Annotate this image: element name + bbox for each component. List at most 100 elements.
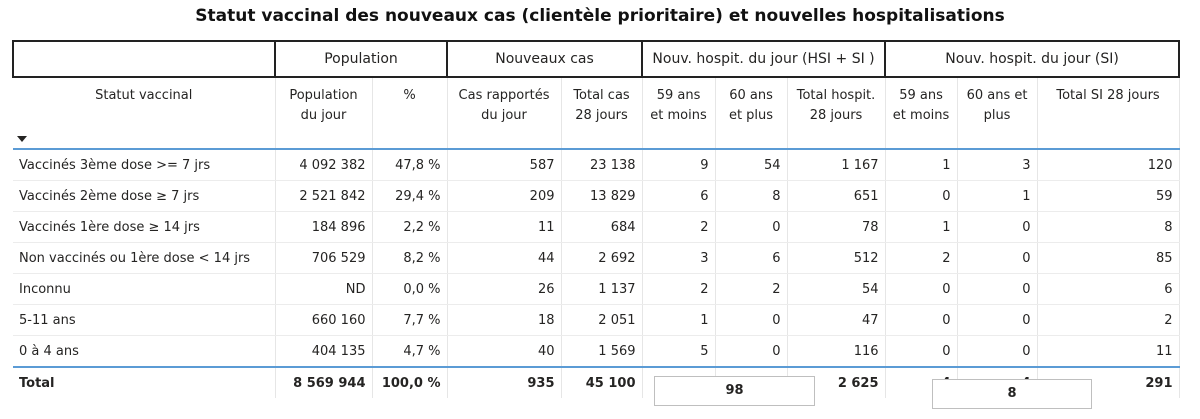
column-header-total-si[interactable]: Total SI 28 jours [1037,77,1180,150]
table-cell: 29,4 % [372,180,448,212]
report-title: Statut vaccinal des nouveaux cas (client… [195,6,1005,26]
table-cell: 404 135 [275,335,373,368]
group-header-population: Population [274,40,448,78]
table-cell: 2 [642,211,716,243]
table-cell: 6 [1037,273,1180,305]
table-cell: 1 167 [787,149,886,181]
table-cell: 78 [787,211,886,243]
table-cell: 4 092 382 [275,149,373,181]
table-cell: 0 [715,211,788,243]
column-header-statut[interactable]: Statut vaccinal [13,77,276,150]
table-cell: 8 [1037,211,1180,243]
table-cell: 2 051 [561,304,643,336]
total-cell: 935 [447,366,562,398]
table-cell: 18 [447,304,562,336]
table-cell: 0 [715,335,788,368]
table-cell: 0 [957,242,1038,274]
table-cell: 706 529 [275,242,373,274]
table-cell: 40 [447,335,562,368]
table-cell: 26 [447,273,562,305]
table-cell: 2 692 [561,242,643,274]
table-cell: 4,7 % [372,335,448,368]
column-header-hsi-60[interactable]: 60 ans et plus [715,77,788,150]
table-cell: 2 521 842 [275,180,373,212]
table-cell: 9 [642,149,716,181]
row-label: Vaccinés 3ème dose >= 7 jrs [13,149,276,181]
row-label: Vaccinés 1ère dose ≥ 14 jrs [13,211,276,243]
table-cell: 11 [1037,335,1180,368]
table-cell: 47,8 % [372,149,448,181]
table-cell: 3 [642,242,716,274]
table-cell: 0 [885,335,958,368]
group-header-nouveaux-cas: Nouveaux cas [445,40,644,78]
table-cell: 2 [1037,304,1180,336]
table-cell: 6 [715,242,788,274]
table-row: 5-11 ans 660 160 7,7 % 18 2 051 1 0 47 0 0 2 [13,304,1180,336]
table-cell: 120 [1037,149,1180,181]
table-cell: 1 [642,304,716,336]
group-header-row: Population Nouveaux cas Nouv. hospit. du… [12,40,1181,78]
row-label: Non vaccinés ou 1ère dose < 14 jrs [13,242,276,274]
table-row: Vaccinés 2ème dose ≥ 7 jrs 2 521 842 29,4 … [13,180,1180,212]
table-cell: 59 [1037,180,1180,212]
table-row: Inconnu ND 0,0 % 26 1 137 2 2 54 0 0 6 [13,273,1180,305]
sum-si-box: 8 [932,379,1092,409]
column-header-cas-jour[interactable]: Cas rapportés du jour [447,77,562,150]
table-row: Non vaccinés ou 1ère dose < 14 jrs 706 52… [13,242,1180,274]
column-header-population-jour[interactable]: Population du jour [275,77,373,150]
table-cell: 47 [787,304,886,336]
total-cell: 45 100 [561,366,643,398]
sort-down-icon[interactable] [17,136,27,142]
column-header-hsi-59[interactable]: 59 ans et moins [642,77,716,150]
table-cell: 512 [787,242,886,274]
sum-hsi-si-box: 98 [654,376,815,406]
column-header-row: Statut vaccinal Population du jour % Cas… [13,77,1180,150]
table-cell: 660 160 [275,304,373,336]
total-cell: 100,0 % [372,366,448,398]
table-cell: 0,0 % [372,273,448,305]
table-cell: 13 829 [561,180,643,212]
table-cell: 54 [787,273,886,305]
table-cell: 3 [957,149,1038,181]
table-cell: 0 [885,304,958,336]
total-cell: 8 569 944 [275,366,373,398]
column-header-total-cas[interactable]: Total cas 28 jours [561,77,643,150]
table-cell: 0 [885,273,958,305]
table-cell: 0 [885,180,958,212]
table-cell: 684 [561,211,643,243]
table-cell: 2,2 % [372,211,448,243]
group-header-blank [12,40,276,78]
table-cell: 1 137 [561,273,643,305]
column-header-label: Statut vaccinal [95,88,193,103]
column-header-total-hospit[interactable]: Total hospit. 28 jours [787,77,886,150]
row-label: 5-11 ans [13,304,276,336]
table-cell: 184 896 [275,211,373,243]
table-cell: 0 [957,304,1038,336]
table-cell: 54 [715,149,788,181]
row-label: Vaccinés 2ème dose ≥ 7 jrs [13,180,276,212]
table-cell: 1 [885,211,958,243]
table-cell: 1 569 [561,335,643,368]
table-cell: 2 [715,273,788,305]
row-label: 0 à 4 ans [13,335,276,368]
table-cell: 0 [957,273,1038,305]
table-row: Vaccinés 1ère dose ≥ 14 jrs 184 896 2,2 % 1… [13,211,1180,243]
table-cell: 1 [957,180,1038,212]
table-cell: 587 [447,149,562,181]
column-header-si-60[interactable]: 60 ans et plus [957,77,1038,150]
table-cell: 0 [957,335,1038,368]
table-cell: 0 [957,211,1038,243]
table-cell: 11 [447,211,562,243]
table-cell: ND [275,273,373,305]
table-cell: 8,2 % [372,242,448,274]
table-row: 0 à 4 ans 404 135 4,7 % 40 1 569 5 0 116 0 0 11 [13,335,1180,368]
table-cell: 7,7 % [372,304,448,336]
table-cell: 0 [715,304,788,336]
column-header-si-59[interactable]: 59 ans et moins [885,77,958,150]
table-cell: 6 [642,180,716,212]
table-cell: 651 [787,180,886,212]
table-cell: 209 [447,180,562,212]
table-cell: 23 138 [561,149,643,181]
column-header-pct[interactable]: % [372,77,448,150]
table-row: Vaccinés 3ème dose >= 7 jrs 4 092 382 47,8… [13,149,1180,181]
